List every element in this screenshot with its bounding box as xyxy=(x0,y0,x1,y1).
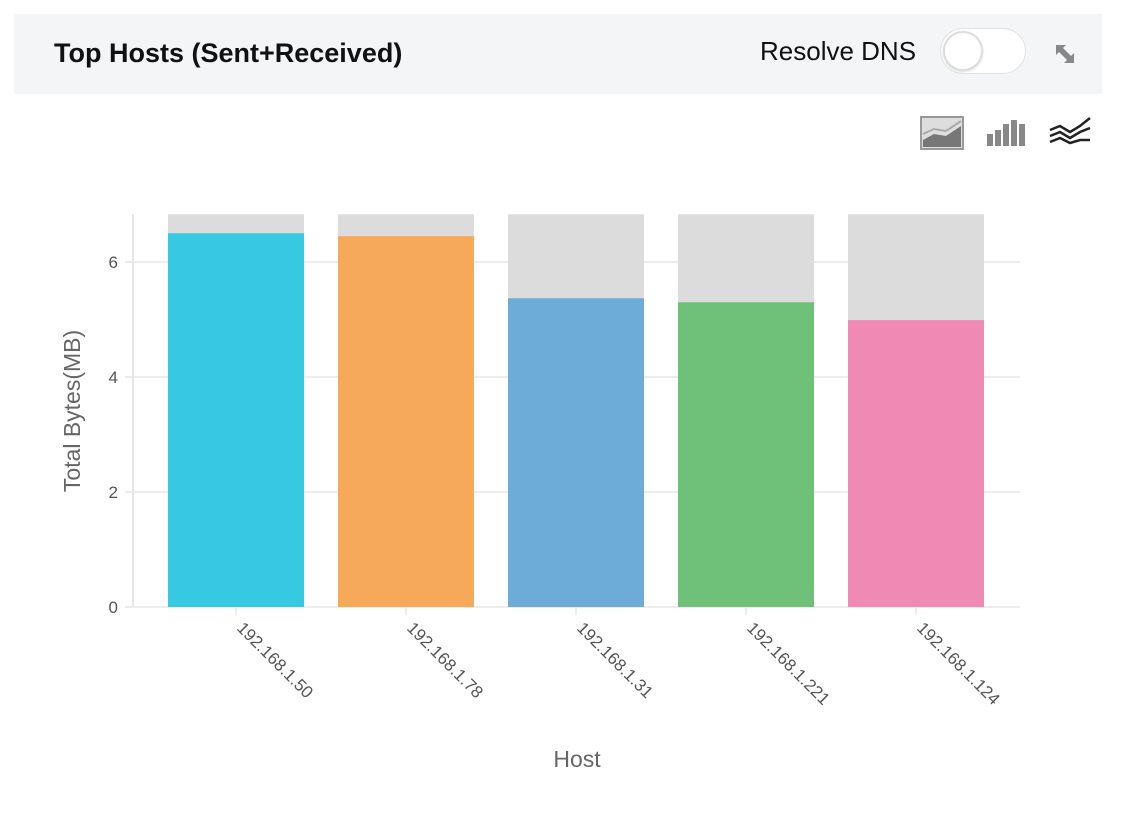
y-tick-label: 2 xyxy=(109,483,118,502)
bar-background xyxy=(848,214,984,607)
x-axis-label: Host xyxy=(553,746,601,772)
line-chart-icon[interactable] xyxy=(1048,116,1092,146)
x-tick-label: 192.168.1.50 xyxy=(233,618,317,702)
bar-background xyxy=(508,214,644,607)
panel-header: Top Hosts (Sent+Received) Resolve DNS xyxy=(14,14,1102,94)
area-chart-icon[interactable] xyxy=(920,116,964,150)
x-tick-label: 192.168.1.221 xyxy=(743,618,833,708)
bar-192.168.1.221 xyxy=(678,302,814,607)
x-tick-label: 192.168.1.31 xyxy=(573,618,657,702)
expand-icon[interactable] xyxy=(1056,45,1074,63)
resolve-dns-label: Resolve DNS xyxy=(760,36,917,66)
y-tick-label: 4 xyxy=(109,368,118,387)
resolve-dns-toggle[interactable] xyxy=(940,28,1026,74)
y-tick-label: 6 xyxy=(109,253,118,272)
bar-background xyxy=(168,214,304,607)
bar-chart-icon[interactable] xyxy=(986,116,1026,146)
panel-title: Top Hosts (Sent+Received) xyxy=(54,38,403,68)
bar-background xyxy=(338,214,474,607)
bar-192.168.1.31 xyxy=(508,298,644,607)
bar-192.168.1.124 xyxy=(848,320,984,607)
x-tick-label: 192.168.1.124 xyxy=(913,618,1003,708)
bar-192.168.1.78 xyxy=(338,236,474,607)
x-tick-label: 192.168.1.78 xyxy=(403,618,487,702)
y-tick-label: 0 xyxy=(109,598,118,617)
bar-background xyxy=(678,214,814,607)
y-axis-label: Total Bytes(MB) xyxy=(59,330,85,492)
bar-192.168.1.50 xyxy=(168,233,304,607)
toggle-knob xyxy=(943,31,983,71)
